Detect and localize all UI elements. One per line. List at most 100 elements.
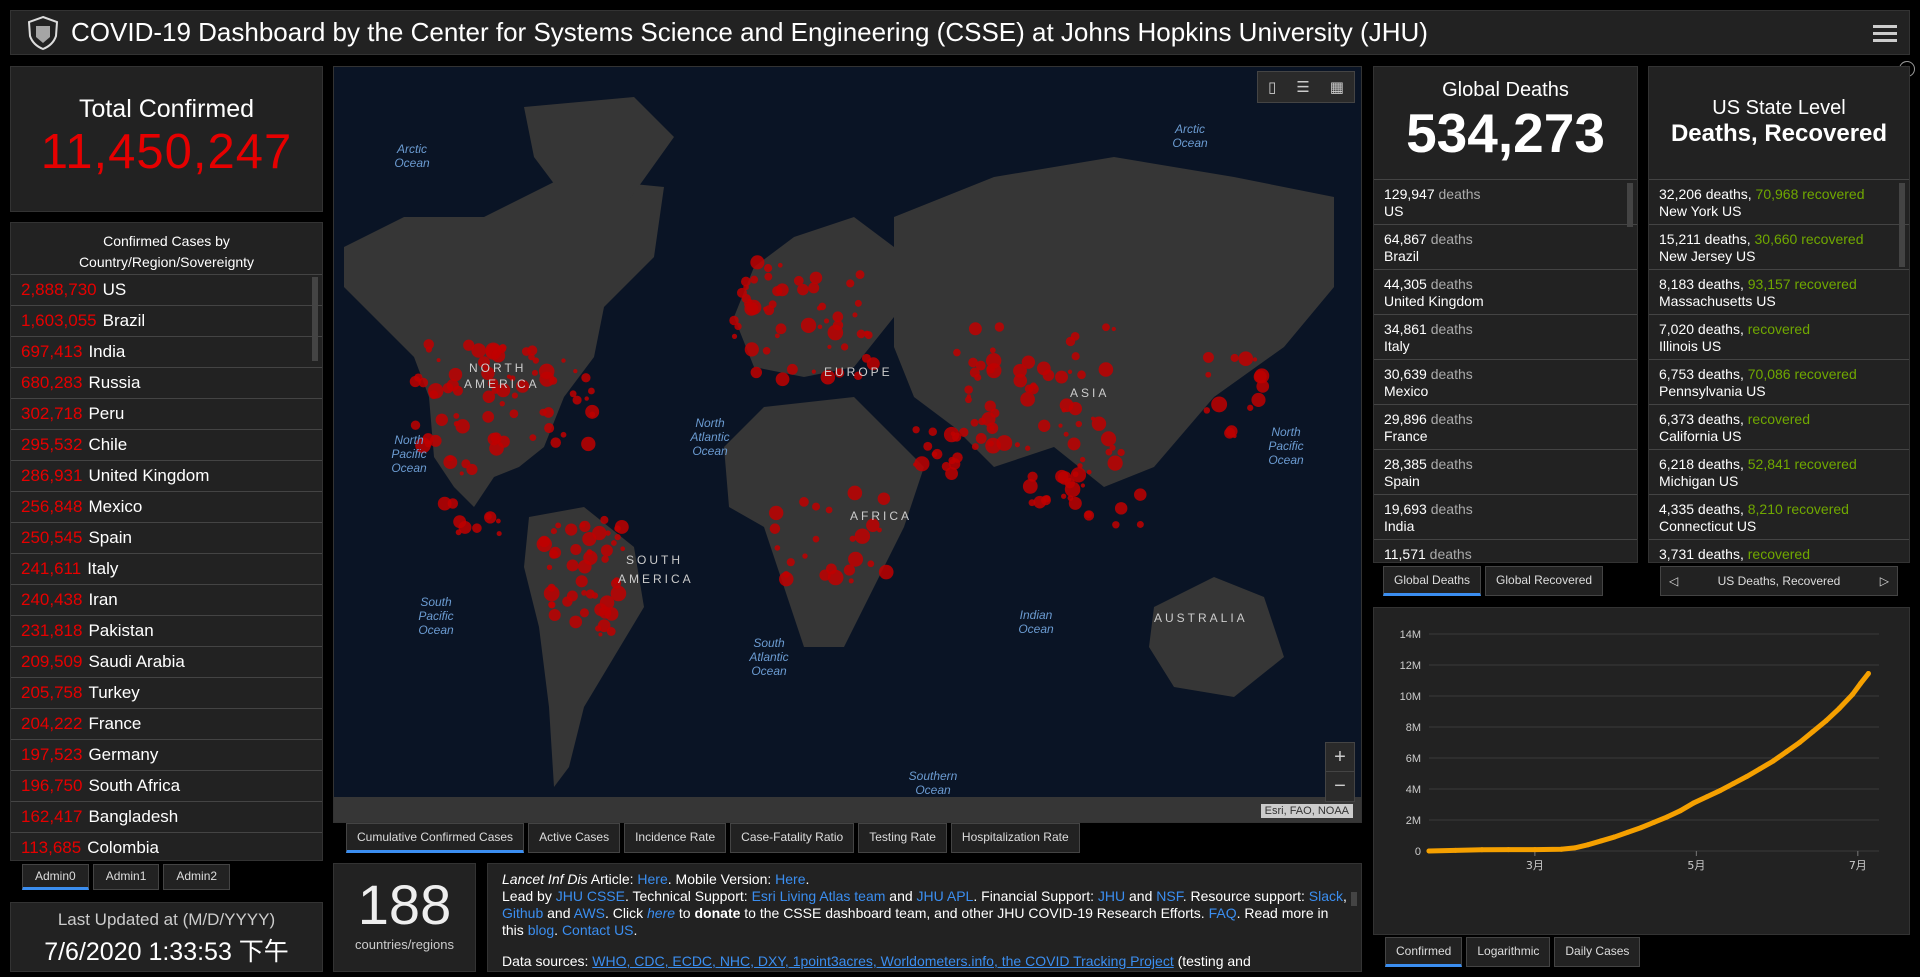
case-bubble[interactable] xyxy=(573,368,578,374)
tab-logarithmic[interactable]: Logarithmic xyxy=(1466,937,1551,967)
case-bubble[interactable] xyxy=(989,424,995,431)
list-item[interactable]: 8,183 deaths, 93,157 recovered Massachuse… xyxy=(1649,270,1909,315)
case-bubble[interactable] xyxy=(768,300,777,309)
data-point[interactable] xyxy=(1572,845,1578,851)
case-bubble[interactable] xyxy=(1061,493,1067,499)
case-bubble[interactable] xyxy=(984,400,996,412)
case-bubble[interactable] xyxy=(1075,420,1083,428)
case-bubble[interactable] xyxy=(562,596,573,607)
case-bubble[interactable] xyxy=(774,545,781,551)
case-bubble[interactable] xyxy=(1100,431,1117,447)
case-bubble[interactable] xyxy=(601,555,609,563)
case-bubble[interactable] xyxy=(1024,384,1034,393)
case-bubble[interactable] xyxy=(823,318,830,324)
case-bubble[interactable] xyxy=(843,564,856,576)
list-item[interactable]: 697,413 India xyxy=(11,337,322,368)
list-icon[interactable]: ☰ xyxy=(1296,79,1310,96)
case-bubble[interactable] xyxy=(585,589,595,599)
case-bubble[interactable] xyxy=(877,492,891,505)
case-bubble[interactable] xyxy=(1058,423,1063,428)
case-bubble[interactable] xyxy=(1077,463,1083,469)
case-bubble[interactable] xyxy=(435,413,448,426)
tab-cumulative-confirmed[interactable]: Cumulative Confirmed Cases xyxy=(346,823,525,853)
case-bubble[interactable] xyxy=(852,312,858,318)
case-bubble[interactable] xyxy=(481,366,495,380)
case-bubble[interactable] xyxy=(1238,351,1254,367)
case-bubble[interactable] xyxy=(1247,404,1254,411)
case-bubble[interactable] xyxy=(848,578,854,584)
tab-incidence-rate[interactable]: Incidence Rate xyxy=(624,823,727,853)
tab-confirmed[interactable]: Confirmed xyxy=(1385,937,1463,967)
case-bubble[interactable] xyxy=(769,523,781,534)
data-point[interactable] xyxy=(1651,819,1657,825)
tab-case-fatality[interactable]: Case-Fatality Ratio xyxy=(730,823,855,853)
data-point[interactable] xyxy=(1810,729,1816,735)
case-bubble[interactable] xyxy=(866,357,880,371)
case-bubble[interactable] xyxy=(531,369,538,376)
case-bubble[interactable] xyxy=(560,431,567,438)
data-point[interactable] xyxy=(1730,781,1736,787)
case-bubble[interactable] xyxy=(1025,445,1031,451)
data-point[interactable] xyxy=(1744,774,1750,780)
case-bubble[interactable] xyxy=(750,275,759,284)
case-bubble[interactable] xyxy=(1105,448,1113,456)
case-bubble[interactable] xyxy=(950,431,956,437)
case-bubble[interactable] xyxy=(1071,352,1080,361)
case-bubble[interactable] xyxy=(1211,396,1228,413)
menu-icon[interactable] xyxy=(1873,21,1897,43)
case-bubble[interactable] xyxy=(446,379,459,392)
chevron-right-icon[interactable]: ▷ xyxy=(1879,574,1889,588)
case-bubble[interactable] xyxy=(747,298,753,304)
data-point[interactable] xyxy=(1532,847,1538,853)
case-bubble[interactable] xyxy=(1112,521,1120,529)
github-link[interactable]: Github xyxy=(502,905,544,921)
case-bubble[interactable] xyxy=(429,390,439,400)
case-bubble[interactable] xyxy=(581,373,591,383)
case-bubble[interactable] xyxy=(953,348,961,357)
case-bubble[interactable] xyxy=(834,368,845,378)
case-bubble[interactable] xyxy=(848,551,864,567)
case-bubble[interactable] xyxy=(539,408,547,416)
aws-link[interactable]: AWS xyxy=(573,905,605,921)
case-bubble[interactable] xyxy=(595,625,602,632)
case-bubble[interactable] xyxy=(423,339,434,350)
list-item[interactable]: 64,867 deaths Brazil xyxy=(1374,225,1637,270)
case-bubble[interactable] xyxy=(1252,357,1258,362)
case-bubble[interactable] xyxy=(555,522,562,529)
case-bubble[interactable] xyxy=(584,396,589,401)
list-item[interactable]: 2,888,730 US xyxy=(11,275,322,306)
case-bubble[interactable] xyxy=(968,322,982,336)
case-bubble[interactable] xyxy=(575,575,588,588)
case-bubble[interactable] xyxy=(459,471,464,476)
case-bubble[interactable] xyxy=(1055,469,1069,484)
tab-global-recovered[interactable]: Global Recovered xyxy=(1485,566,1604,596)
case-bubble[interactable] xyxy=(536,536,552,552)
case-bubble[interactable] xyxy=(581,436,596,452)
case-bubble[interactable] xyxy=(1070,467,1087,483)
case-bubble[interactable] xyxy=(1091,416,1107,431)
data-point[interactable] xyxy=(1677,808,1683,814)
case-bubble[interactable] xyxy=(588,387,595,395)
case-bubble[interactable] xyxy=(610,585,627,602)
case-bubble[interactable] xyxy=(878,564,894,580)
data-point[interactable] xyxy=(1585,842,1591,848)
chevron-left-icon[interactable]: ◁ xyxy=(1669,574,1679,588)
case-bubble[interactable] xyxy=(994,322,1005,332)
case-bubble[interactable] xyxy=(846,279,855,288)
data-point[interactable] xyxy=(1770,758,1776,764)
list-item[interactable]: 680,283 Russia xyxy=(11,368,322,399)
case-bubble[interactable] xyxy=(496,383,511,398)
case-bubble[interactable] xyxy=(812,502,821,511)
case-bubble[interactable] xyxy=(923,441,933,451)
data-point[interactable] xyxy=(1865,671,1871,677)
case-bubble[interactable] xyxy=(775,372,790,387)
case-bubble[interactable] xyxy=(482,411,495,423)
case-bubble[interactable] xyxy=(832,320,844,331)
case-bubble[interactable] xyxy=(847,485,863,501)
case-bubble[interactable] xyxy=(832,311,844,323)
data-point[interactable] xyxy=(1797,740,1803,745)
list-item[interactable]: 240,438 Iran xyxy=(11,585,322,616)
case-bubble[interactable] xyxy=(975,432,987,444)
tab-admin1[interactable]: Admin1 xyxy=(92,864,160,890)
list-item[interactable]: 3,731 deaths, recovered xyxy=(1649,540,1909,562)
